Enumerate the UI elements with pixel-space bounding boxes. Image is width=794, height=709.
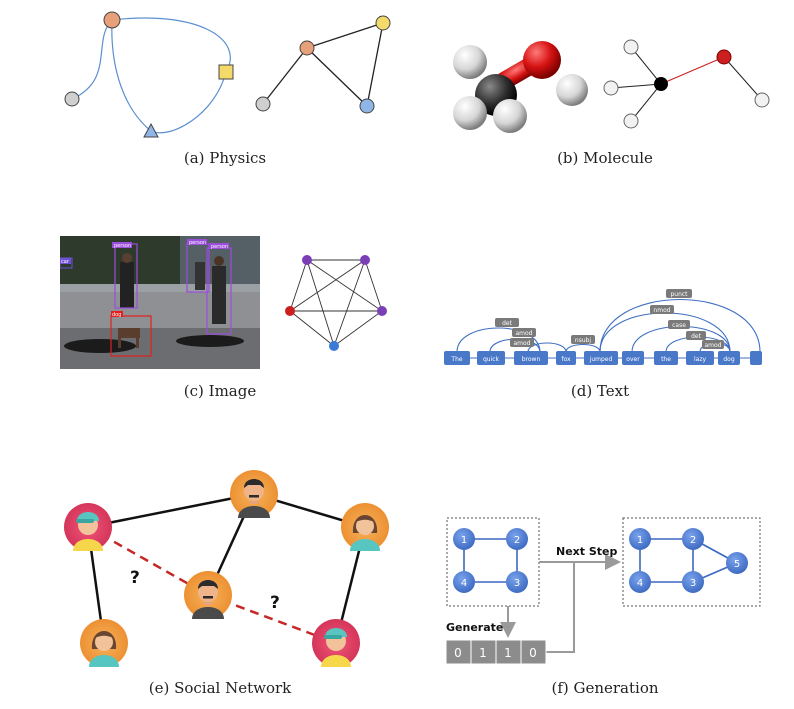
node-label: 3 bbox=[514, 578, 520, 589]
hydrogen-atom bbox=[493, 99, 527, 133]
unknown-link-mark: ? bbox=[130, 568, 140, 588]
molecule-oxygen-node bbox=[716, 49, 732, 65]
hydrogen-atom bbox=[453, 96, 487, 130]
physics-trajectory bbox=[111, 19, 152, 132]
node-label: 5 bbox=[734, 559, 740, 570]
scene-node-person bbox=[302, 255, 312, 265]
unknown-link-mark: ? bbox=[270, 593, 280, 613]
physics-trajectory bbox=[71, 19, 113, 100]
physics-graph-node bbox=[359, 98, 375, 114]
word-token: jumped bbox=[589, 356, 613, 363]
arc-label: amod bbox=[704, 342, 721, 349]
word-token: brown bbox=[522, 356, 541, 363]
graph-node bbox=[682, 571, 704, 593]
caption-text: (d) Text bbox=[570, 382, 630, 400]
arc-label: det bbox=[502, 320, 513, 327]
molecule-carbon-node bbox=[654, 77, 668, 91]
node-label: 1 bbox=[637, 535, 643, 546]
bit-cell: 0 bbox=[529, 646, 537, 660]
node-label: 4 bbox=[637, 578, 643, 589]
arc-label: amod bbox=[513, 340, 530, 347]
arc-label: case bbox=[672, 322, 686, 329]
arc-label: nsubj bbox=[575, 337, 592, 344]
physics-graph-node bbox=[255, 96, 271, 112]
box-label: person bbox=[189, 240, 206, 246]
molecule-node bbox=[623, 113, 639, 129]
physics-graph-node bbox=[299, 40, 315, 56]
arc-label: det bbox=[691, 333, 702, 340]
scene-node-person bbox=[377, 306, 387, 316]
molecule-node bbox=[754, 92, 770, 108]
photo-scene: person person person car dog bbox=[60, 236, 260, 369]
hydrogen-atom bbox=[556, 74, 588, 106]
box-label: car bbox=[61, 259, 70, 265]
next-step-label: Next Step bbox=[556, 545, 617, 558]
scene-node-dog bbox=[285, 306, 295, 316]
physics-trajectory bbox=[150, 71, 227, 134]
word-tokens: The quick brown fox jumped over the lazy… bbox=[444, 351, 762, 365]
caption-image: (c) Image bbox=[183, 382, 257, 400]
box-label: dog bbox=[112, 312, 121, 318]
scene-node-person bbox=[360, 255, 370, 265]
bit-cell: 0 bbox=[454, 646, 462, 660]
physics-node-orange bbox=[103, 11, 121, 29]
feedback-line bbox=[546, 562, 575, 653]
caption-molecule: (b) Molecule bbox=[557, 149, 653, 167]
word-token: over bbox=[626, 356, 640, 363]
next-graph-box bbox=[622, 517, 761, 607]
caption-social: (e) Social Network bbox=[148, 679, 292, 697]
arc-label: amod bbox=[515, 330, 532, 337]
word-token: dog bbox=[723, 356, 734, 363]
word-token: The bbox=[450, 356, 462, 363]
physics-graph-node bbox=[375, 15, 391, 31]
molecule-node bbox=[603, 80, 619, 96]
node-label: 4 bbox=[461, 578, 467, 589]
caption-physics: (a) Physics bbox=[183, 149, 267, 167]
word-token: the bbox=[661, 356, 671, 363]
graph-node bbox=[506, 571, 528, 593]
physics-node-gray bbox=[64, 91, 80, 107]
oxygen-atom bbox=[523, 41, 561, 79]
word-token: lazy bbox=[694, 356, 706, 363]
graph-node bbox=[629, 571, 651, 593]
word-token: quick bbox=[483, 356, 500, 363]
graph-node bbox=[506, 528, 528, 550]
graph-node bbox=[453, 571, 475, 593]
street-photo: person person person car dog bbox=[60, 236, 260, 369]
arc-labels: det amod amod nsubj punct nmod case det … bbox=[495, 289, 724, 349]
box-label: person bbox=[114, 243, 131, 249]
box-label: person bbox=[211, 244, 228, 250]
arc-label: nmod bbox=[653, 307, 670, 314]
generate-label: Generate bbox=[446, 621, 503, 634]
adjacency-vector: 0 1 1 0 bbox=[445, 639, 547, 665]
bit-cell: 1 bbox=[504, 646, 512, 660]
arc-label: punct bbox=[670, 291, 688, 298]
node-label: 2 bbox=[514, 535, 520, 546]
scene-node-car bbox=[329, 341, 339, 351]
hydrogen-atom bbox=[453, 45, 487, 79]
physics-node-triangle bbox=[143, 122, 159, 138]
node-label: 2 bbox=[690, 535, 696, 546]
graph-node bbox=[453, 528, 475, 550]
graph-node bbox=[726, 552, 748, 574]
node-label: 1 bbox=[461, 535, 467, 546]
graph-node bbox=[629, 528, 651, 550]
bit-cell: 1 bbox=[479, 646, 487, 660]
graph-node bbox=[682, 528, 704, 550]
physics-node-square bbox=[218, 64, 234, 80]
node-label: 3 bbox=[690, 578, 696, 589]
molecule-node bbox=[623, 39, 639, 55]
caption-generation: (f) Generation bbox=[551, 679, 659, 697]
physics-trajectory bbox=[111, 17, 231, 73]
word-token: fox bbox=[561, 356, 571, 363]
